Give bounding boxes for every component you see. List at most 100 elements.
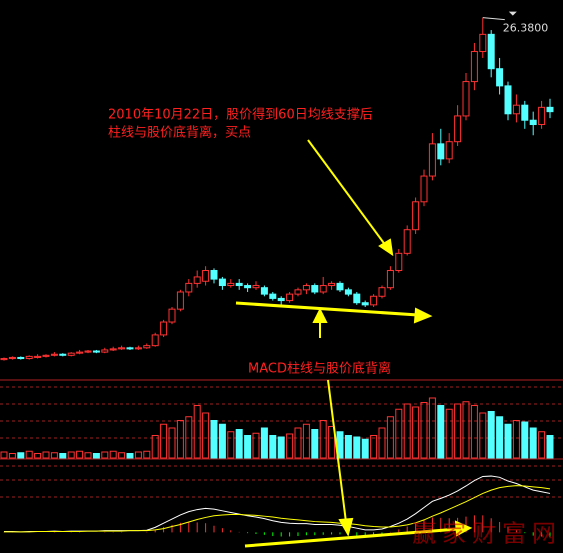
volume-bar: [84, 452, 92, 459]
volume-bar: [42, 451, 50, 459]
volume-bar: [386, 416, 394, 459]
candle-body: [395, 252, 403, 272]
candle-body: [538, 106, 546, 126]
candle-body: [445, 141, 453, 160]
volume-bar: [496, 416, 504, 459]
arrow: [327, 379, 347, 523]
candle-body: [286, 293, 294, 302]
volume-bar: [344, 435, 352, 459]
max-pointer: [482, 17, 505, 21]
volume-bar: [445, 408, 453, 459]
candle-body: [8, 356, 16, 360]
candle-body: [42, 354, 50, 357]
candle-body: [50, 353, 58, 356]
candle-body: [244, 285, 252, 289]
volume-bar: [487, 411, 495, 459]
candle-body: [260, 287, 268, 295]
volume-bar: [504, 423, 512, 459]
volume-bar: [286, 433, 294, 459]
arrow: [307, 139, 387, 247]
candle-body: [336, 282, 344, 291]
candle-body: [504, 85, 512, 115]
volume-bar: [252, 432, 260, 459]
volume-bar: [269, 435, 277, 459]
candle-body: [67, 352, 75, 356]
volume-bar: [454, 403, 462, 459]
candle-body: [126, 347, 134, 350]
volume-bar: [479, 412, 487, 459]
volume-bar: [59, 453, 67, 459]
volume-bar: [151, 435, 159, 459]
candle-body: [210, 270, 218, 280]
max-marker: [508, 11, 517, 16]
candle-body: [185, 282, 193, 293]
candle-body: [218, 278, 226, 287]
candle-body: [143, 345, 151, 349]
candle-body: [311, 285, 319, 293]
volume-bar: [227, 431, 235, 459]
volume-bar: [328, 426, 336, 459]
candle-body: [361, 302, 369, 306]
volume-bar: [319, 420, 327, 459]
volume-bar: [101, 451, 109, 459]
candle-body: [521, 104, 529, 121]
volume-bar: [378, 427, 386, 459]
candle-body: [59, 353, 67, 356]
volume-bar: [412, 406, 420, 459]
volume-bar: [529, 427, 537, 459]
arrow-head: [312, 307, 328, 323]
volume-bar: [260, 427, 268, 459]
volume-bar: [202, 412, 210, 459]
candle-body: [512, 104, 520, 115]
macd-line: [4, 485, 551, 533]
candle-body: [118, 347, 126, 350]
volume-bar: [118, 452, 126, 459]
volume-bar: [294, 427, 302, 459]
candle-body: [487, 33, 495, 70]
arrows: [235, 139, 473, 548]
volume-bar: [462, 401, 470, 459]
volume-bar: [512, 420, 520, 459]
volume-bar: [244, 435, 252, 459]
candle-body: [546, 106, 554, 113]
candle-body: [302, 285, 310, 291]
candle-body: [269, 293, 277, 299]
volume-bar: [403, 403, 411, 459]
volume-bar: [143, 450, 151, 459]
candle-body: [470, 51, 478, 83]
volume-bar: [521, 421, 529, 459]
candle-body: [496, 68, 504, 87]
volume-bar: [193, 405, 201, 459]
candle-body: [277, 297, 285, 302]
volume-bar: [25, 450, 33, 459]
candle-body: [92, 350, 100, 353]
candle-body: [134, 347, 142, 350]
volume-bar: [0, 451, 8, 459]
volume-bar: [109, 450, 117, 459]
volume-bar: [235, 429, 243, 459]
annotation: MACD柱线与股价底背离: [248, 361, 391, 377]
volume-bar: [361, 438, 369, 459]
arrow-head: [454, 520, 473, 537]
candle-body: [353, 293, 361, 304]
candle-body: [17, 356, 25, 360]
volume-bar: [437, 405, 445, 459]
volume-bar: [126, 453, 134, 459]
volume-bar: [168, 427, 176, 459]
candle-body: [370, 295, 378, 306]
candle-body: [202, 270, 210, 282]
volume-bar: [210, 420, 218, 459]
arrow-head: [378, 238, 394, 257]
candle-body: [76, 351, 84, 354]
candle-body: [227, 282, 235, 287]
candle-body: [25, 355, 33, 360]
max-price-label: 26.3800: [503, 22, 549, 35]
candle-body: [328, 282, 336, 287]
candle-body: [0, 358, 8, 361]
volume-bar: [428, 397, 436, 459]
volume-bar: [302, 423, 310, 459]
candle-body: [109, 348, 117, 351]
candle-body: [319, 285, 327, 293]
volume-bar: [218, 423, 226, 459]
